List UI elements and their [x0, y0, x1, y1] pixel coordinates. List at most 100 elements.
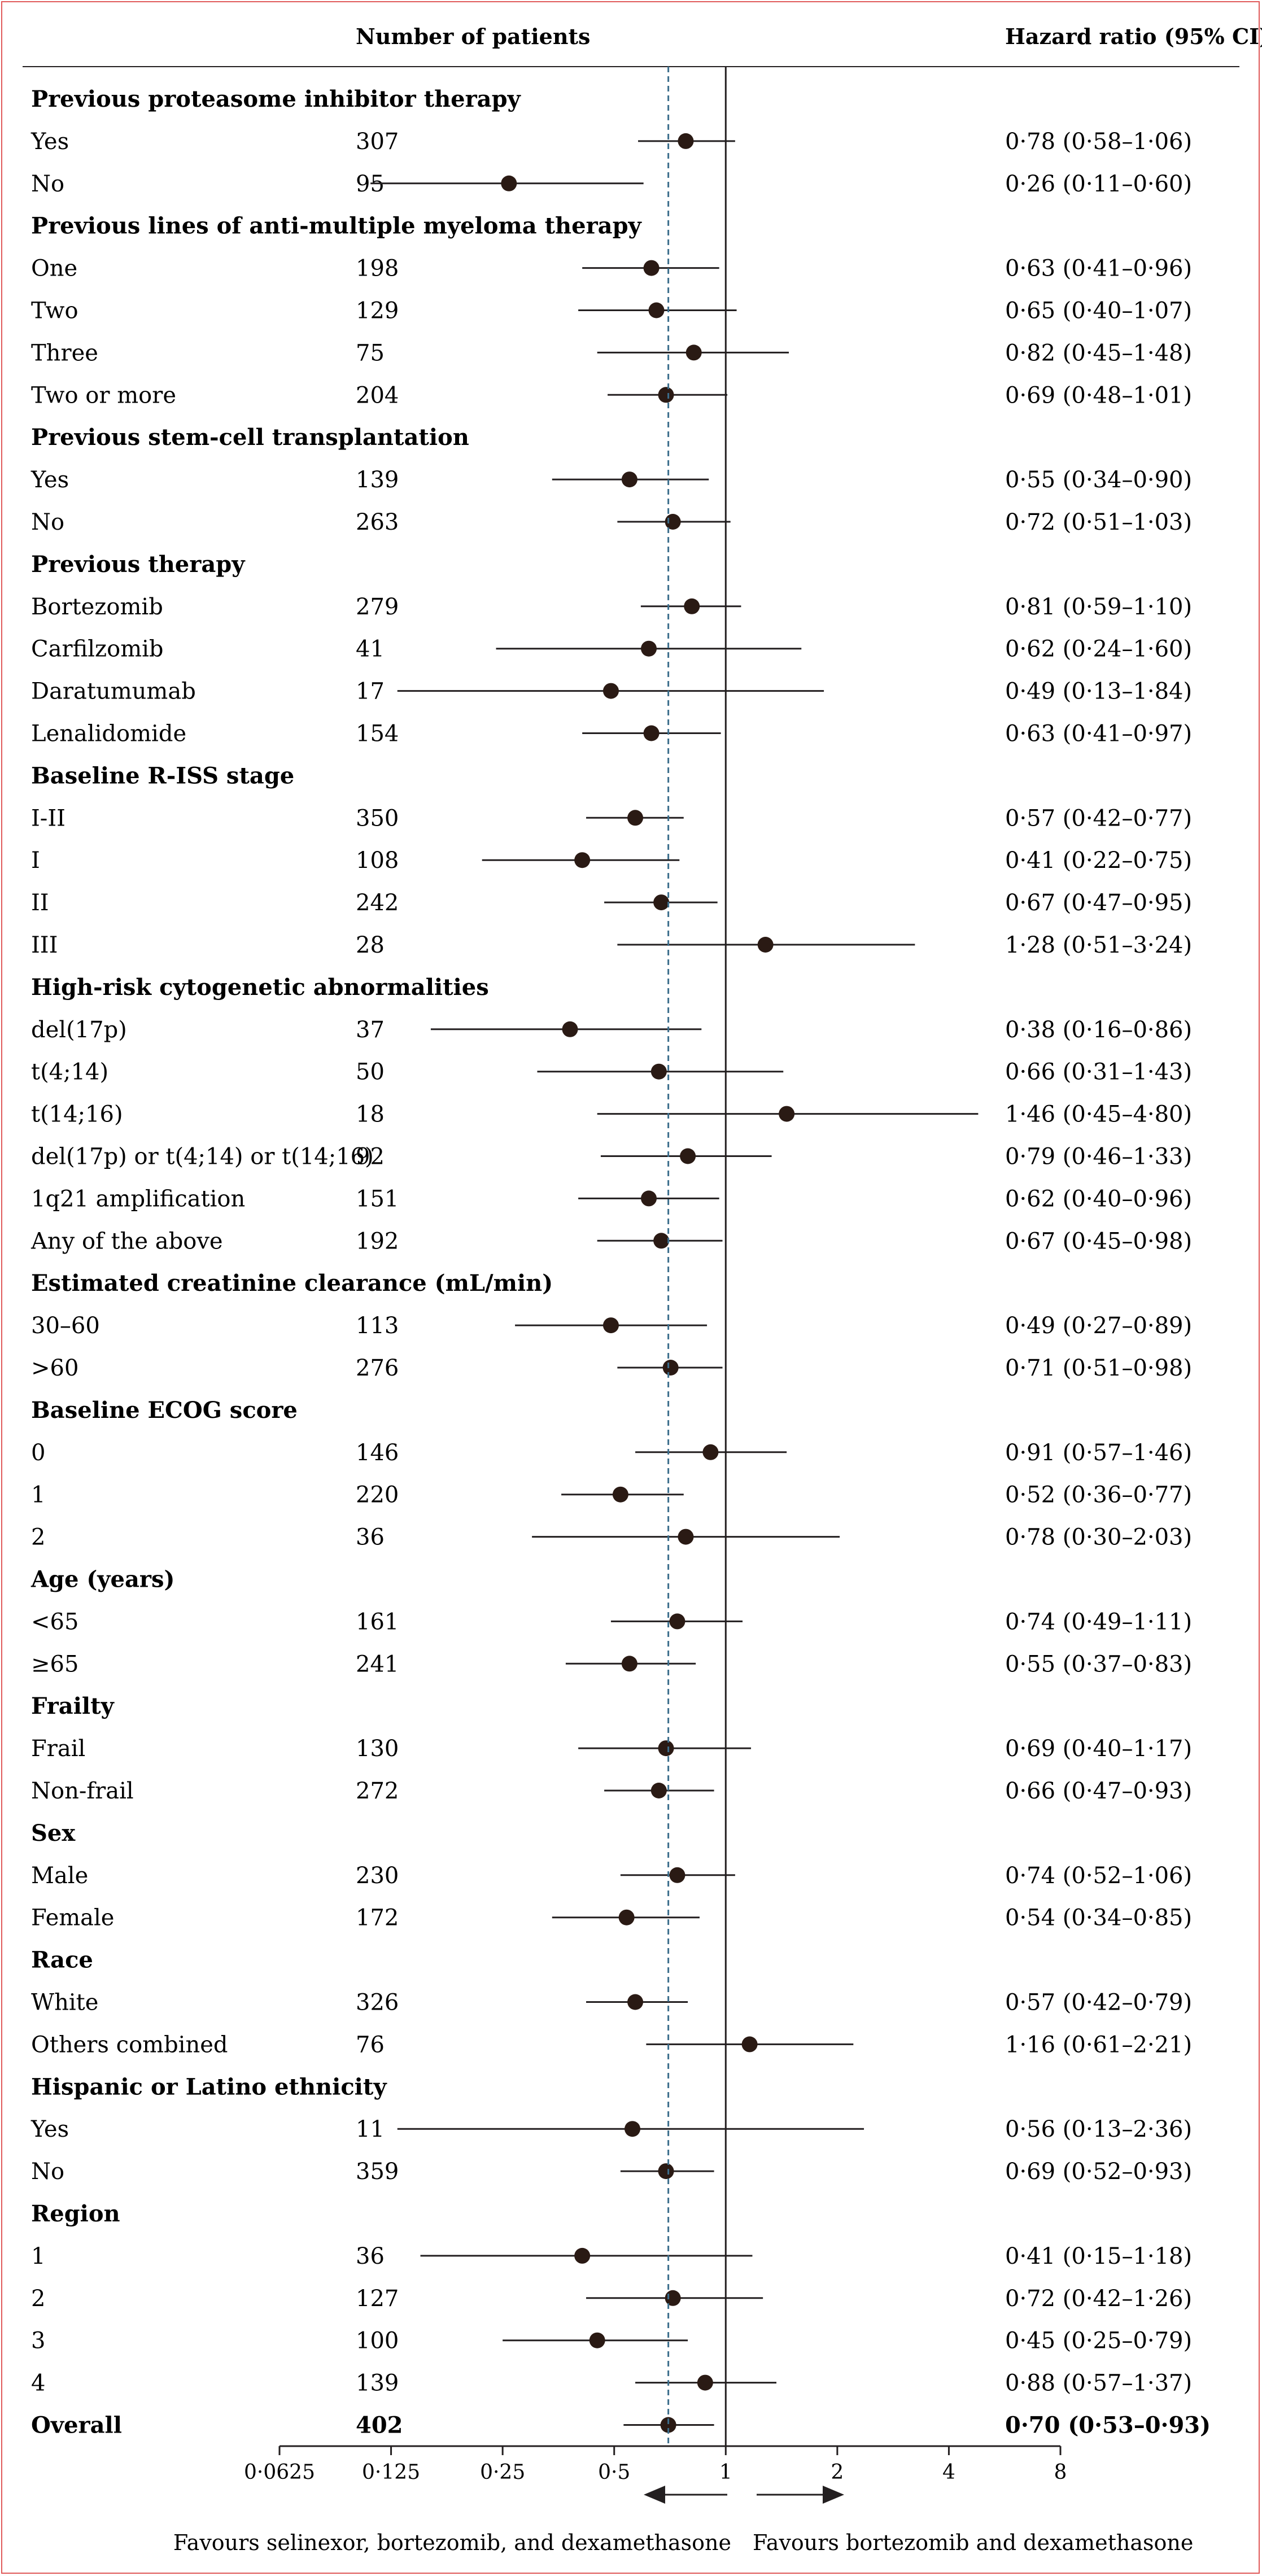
header-number-of-patients: Number of patients	[356, 24, 590, 49]
point-estimate	[665, 514, 681, 530]
point-estimate	[574, 2247, 591, 2264]
patient-count: 17	[356, 679, 385, 705]
hazard-ratio-value: 0·55 (0·37–0·83)	[1005, 1651, 1192, 1677]
patient-count: 241	[356, 1651, 399, 1677]
point-estimate	[669, 1613, 685, 1630]
row-label: One	[31, 256, 77, 282]
row-label: Two	[31, 298, 78, 324]
hazard-ratio-value: 0·49 (0·27–0·89)	[1005, 1313, 1192, 1339]
row-label: Frail	[31, 1736, 85, 1762]
hazard-ratio-value: 0·57 (0·42–0·77)	[1005, 805, 1192, 831]
point-estimate	[662, 1360, 679, 1376]
row-label: Lenalidomide	[31, 721, 186, 747]
hazard-ratio-value: 0·69 (0·48–1·01)	[1005, 382, 1192, 408]
patient-count: 146	[356, 1440, 399, 1466]
row-label: Yes	[30, 129, 69, 155]
patient-count: 326	[356, 1990, 399, 2016]
hazard-ratio-value: 0·71 (0·51–0·98)	[1005, 1355, 1192, 1381]
patient-count: 204	[356, 382, 399, 408]
group-label: Age (years)	[30, 1566, 174, 1593]
patient-count: 279	[356, 594, 399, 620]
point-estimate	[562, 1021, 578, 1037]
hazard-ratio-value: 0·81 (0·59–1·10)	[1005, 594, 1192, 620]
point-estimate	[680, 1148, 696, 1164]
hazard-ratio-value: 0·78 (0·30–2·03)	[1005, 1525, 1192, 1551]
hazard-ratio-value: 0·67 (0·45–0·98)	[1005, 1228, 1192, 1254]
hazard-ratio-value: 0·56 (0·13–2·36)	[1005, 2116, 1192, 2142]
x-tick-label: 0·25	[480, 2461, 525, 2484]
group-label: Baseline R-ISS stage	[31, 762, 294, 789]
point-estimate	[653, 1233, 670, 1249]
patient-count: 76	[356, 2032, 385, 2058]
point-estimate	[779, 1106, 795, 1122]
point-estimate	[697, 2374, 713, 2391]
group-label: Previous stem-cell transplantation	[31, 424, 469, 451]
point-estimate	[653, 894, 670, 911]
patient-count: 92	[356, 1144, 385, 1170]
row-label: del(17p) or t(4;14) or t(14;16)	[31, 1144, 374, 1170]
hazard-ratio-value: 0·41 (0·22–0·75)	[1005, 848, 1192, 874]
row-label: Female	[31, 1905, 114, 1931]
patient-count: 108	[356, 848, 399, 874]
group-label: Frailty	[31, 1693, 115, 1719]
patient-count: 139	[356, 467, 399, 493]
row-label: Three	[31, 340, 98, 366]
row-label: ≥65	[31, 1651, 78, 1677]
hazard-ratio-value: 0·69 (0·52–0·93)	[1005, 2159, 1192, 2185]
point-estimate	[574, 852, 591, 868]
group-label: Baseline ECOG score	[31, 1397, 298, 1424]
point-estimate	[641, 640, 657, 657]
patient-count: 242	[356, 890, 399, 916]
point-estimate	[501, 175, 517, 191]
hazard-ratio-value: 0·66 (0·31–1·43)	[1005, 1059, 1192, 1085]
patient-count: 161	[356, 1609, 399, 1635]
point-estimate	[685, 344, 702, 361]
hazard-ratio-value: 0·82 (0·45–1·48)	[1005, 340, 1192, 366]
point-estimate	[648, 302, 665, 318]
header-hazard-ratio: Hazard ratio (95% CI)	[1005, 24, 1262, 49]
row-label: No	[31, 171, 64, 197]
point-estimate	[618, 1909, 635, 1926]
row-label: t(14;16)	[31, 1102, 123, 1128]
hazard-ratio-value: 0·74 (0·49–1·11)	[1005, 1609, 1192, 1635]
hazard-ratio-value: 0·57 (0·42–0·79)	[1005, 1990, 1192, 2016]
row-label: del(17p)	[31, 1017, 127, 1043]
hazard-ratio-value: 0·72 (0·42–1·26)	[1005, 2286, 1192, 2312]
patient-count: 139	[356, 2370, 399, 2396]
patient-count: 41	[356, 636, 385, 662]
group-label: Estimated creatinine clearance (mL/min)	[31, 1270, 553, 1296]
group-label: Previous proteasome inhibitor therapy	[31, 86, 522, 112]
patient-count: 230	[356, 1863, 399, 1889]
point-estimate	[741, 2036, 758, 2053]
hazard-ratio-value: 0·54 (0·34–0·85)	[1005, 1905, 1192, 1931]
hazard-ratio-value: 0·74 (0·52–1·06)	[1005, 1863, 1192, 1889]
row-label: No	[31, 509, 64, 535]
patient-count: 272	[356, 1778, 399, 1804]
point-estimate	[643, 260, 660, 276]
patient-count: 18	[356, 1102, 385, 1128]
row-label: Bortezomib	[31, 594, 163, 620]
point-estimate	[665, 2290, 681, 2306]
hazard-ratio-value: 0·79 (0·46–1·33)	[1005, 1144, 1192, 1170]
row-label: I	[31, 848, 40, 874]
point-estimate	[643, 725, 660, 741]
row-label: Two or more	[31, 382, 176, 408]
footer-favours-right: Favours bortezomib and dexamethasone	[753, 2530, 1193, 2555]
point-estimate	[621, 471, 637, 488]
row-label: 4	[31, 2370, 45, 2396]
hazard-ratio-value: 1·28 (0·51–3·24)	[1005, 932, 1192, 958]
row-label: Male	[31, 1863, 88, 1889]
point-estimate	[627, 1994, 644, 2010]
hazard-ratio-value: 0·70 (0·53–0·93)	[1005, 2412, 1211, 2439]
row-label: 0	[31, 1440, 45, 1466]
footer-favours-left: Favours selinexor, bortezomib, and dexam…	[173, 2530, 731, 2555]
row-label: t(4;14)	[31, 1059, 108, 1085]
patient-count: 276	[356, 1355, 399, 1381]
patient-count: 192	[356, 1228, 399, 1254]
row-label: 3	[31, 2328, 45, 2354]
overall-label: Overall	[31, 2412, 122, 2439]
hazard-ratio-value: 0·88 (0·57–1·37)	[1005, 2370, 1192, 2396]
patient-count: 36	[356, 2243, 385, 2269]
group-label: Sex	[31, 1820, 76, 1846]
row-label: >60	[31, 1355, 78, 1381]
